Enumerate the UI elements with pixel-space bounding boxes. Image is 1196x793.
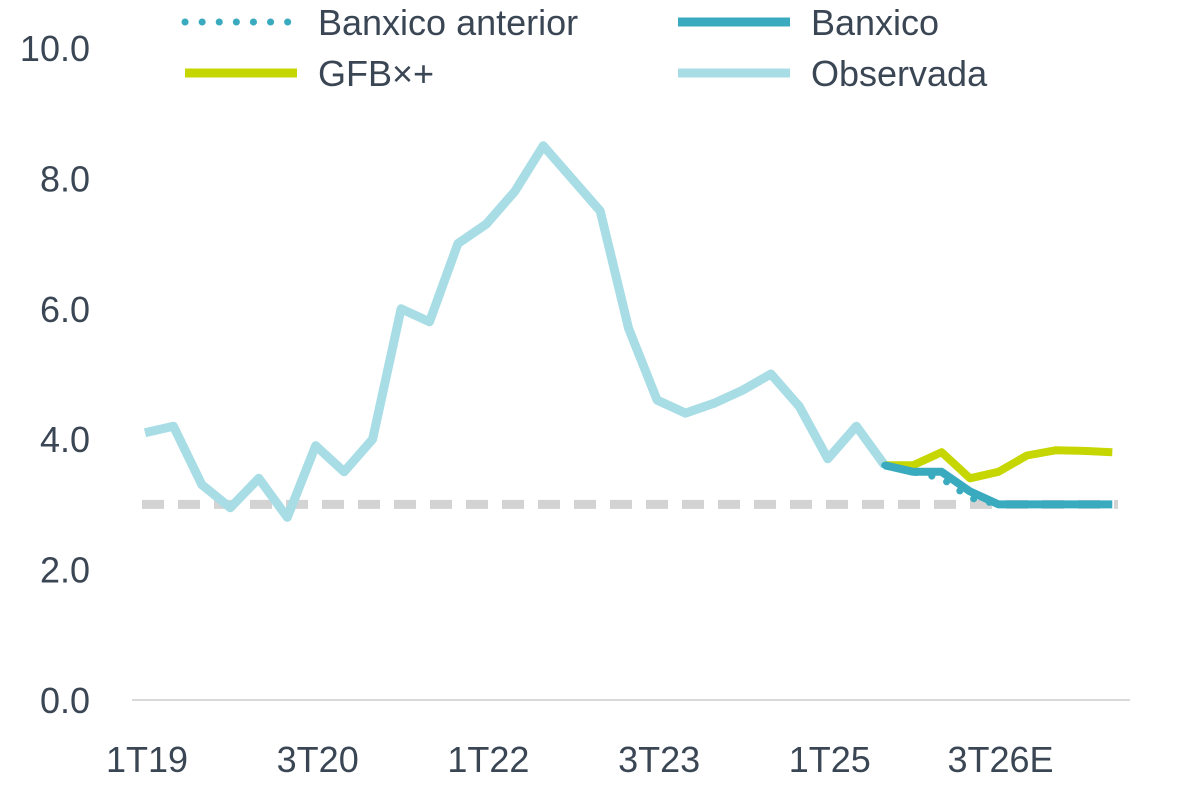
- y-axis: 0.0 2.0 4.0 6.0 8.0 10.0: [20, 28, 90, 721]
- legend: Banxico anterior Banxico GFB×+ Observada: [181, 2, 988, 94]
- series-line-observada: [143, 141, 889, 522]
- x-axis: 1T19 3T20 1T22 3T23 1T25 3T26E: [106, 699, 1130, 780]
- x-tick-label: 1T22: [447, 739, 529, 780]
- y-tick-label: 8.0: [40, 158, 90, 199]
- legend-label: Banxico anterior: [318, 2, 578, 43]
- x-tick-label: 3T26E: [947, 739, 1053, 780]
- legend-label: Observada: [811, 53, 988, 94]
- series-line-banxico: [883, 461, 1113, 509]
- y-tick-label: 0.0: [40, 680, 90, 721]
- x-tick-label: 3T23: [618, 739, 700, 780]
- y-tick-label: 6.0: [40, 289, 90, 330]
- legend-label: GFB×+: [318, 53, 434, 94]
- y-tick-label: 2.0: [40, 550, 90, 591]
- series-line-gfb-: [884, 446, 1113, 483]
- x-tick-label: 3T20: [277, 739, 359, 780]
- series-group: [143, 141, 1116, 522]
- x-tick-label: 1T19: [106, 739, 188, 780]
- y-tick-label: 10.0: [20, 28, 90, 69]
- legend-label: Banxico: [811, 2, 939, 43]
- y-tick-label: 4.0: [40, 419, 90, 460]
- x-tick-label: 1T25: [789, 739, 871, 780]
